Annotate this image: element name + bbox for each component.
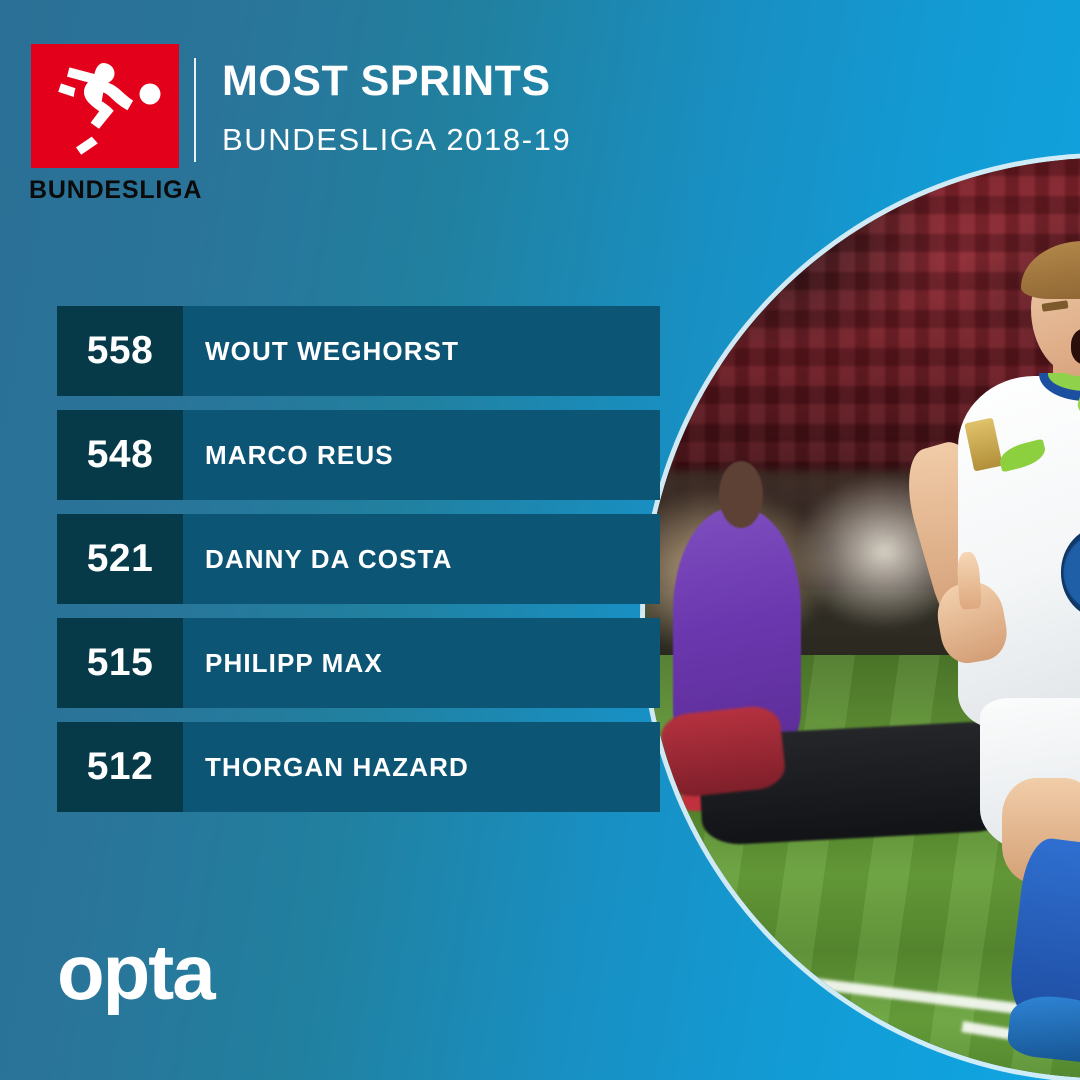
player-name: THORGAN HAZARD <box>183 722 660 812</box>
table-row: 548 MARCO REUS <box>57 410 660 500</box>
bundesliga-logo-icon <box>31 44 179 168</box>
bundesliga-wordmark: BUNDESLIGA <box>29 176 203 204</box>
sprint-count: 548 <box>57 410 183 500</box>
player-name: WOUT WEGHORST <box>183 306 660 396</box>
header-divider <box>194 58 196 162</box>
player-name: MARCO REUS <box>183 410 660 500</box>
player-name: DANNY DA COSTA <box>183 514 660 604</box>
page-title: MOST SPRINTS <box>222 57 551 105</box>
photo-image: W 9 <box>645 158 1080 1078</box>
page-subtitle: BUNDESLIGA 2018-19 <box>222 122 572 157</box>
table-row: 558 WOUT WEGHORST <box>57 306 660 396</box>
player-mouth <box>1071 328 1080 366</box>
opta-logo: opta <box>57 928 216 1016</box>
sprint-count: 521 <box>57 514 183 604</box>
table-row: 521 DANNY DA COSTA <box>57 514 660 604</box>
player-boot <box>1006 992 1080 1066</box>
table-row: 512 THORGAN HAZARD <box>57 722 660 812</box>
player-photo: W 9 <box>645 158 1080 1078</box>
ranking-list: 558 WOUT WEGHORST 548 MARCO REUS 521 DAN… <box>57 306 660 826</box>
header: BUNDESLIGA MOST SPRINTS BUNDESLIGA 2018-… <box>0 0 1080 220</box>
player-hair <box>1021 240 1080 299</box>
sprint-count: 512 <box>57 722 183 812</box>
lying-player-kit <box>659 703 787 799</box>
player-name: PHILIPP MAX <box>183 618 660 708</box>
sprint-count: 558 <box>57 306 183 396</box>
celebrating-player: W 9 <box>811 195 1080 1078</box>
vw-sponsor-logo <box>1060 525 1080 619</box>
sprint-count: 515 <box>57 618 183 708</box>
table-row: 515 PHILIPP MAX <box>57 618 660 708</box>
